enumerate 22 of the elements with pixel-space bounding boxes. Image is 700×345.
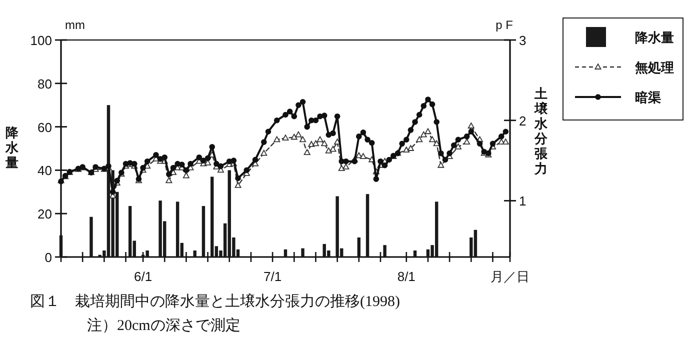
xtick: 8/1 — [397, 269, 416, 284]
ytick: 0 — [44, 250, 52, 265]
legend-label: 降水量 — [635, 30, 674, 45]
title: 図１ 栽培期間中の降水量と土壌水分張力の推移(1998) — [30, 294, 400, 310]
annotation: p F — [496, 18, 513, 32]
legend-label: 暗渠 — [635, 90, 661, 105]
xtick: 6/1 — [134, 269, 152, 284]
annotation: mm — [65, 18, 85, 32]
annotation: 注）20cmの深さで測定 — [87, 318, 240, 334]
ytick: 20 — [38, 206, 52, 222]
ytick: 80 — [38, 76, 52, 92]
ytick: 40 — [38, 163, 52, 178]
ylabel: 降水量 — [6, 125, 18, 170]
ytick: 60 — [38, 120, 52, 135]
y2tick: 2 — [519, 113, 526, 128]
y2tick: 3 — [519, 33, 526, 48]
legend-label: 無処理 — [634, 60, 674, 75]
xlabel: 月／日 — [490, 269, 530, 284]
ytick: 100 — [30, 33, 52, 48]
y2tick: 1 — [519, 194, 526, 209]
xtick: 7/1 — [264, 269, 282, 284]
y2label: 土壌水分張力 — [534, 86, 548, 176]
